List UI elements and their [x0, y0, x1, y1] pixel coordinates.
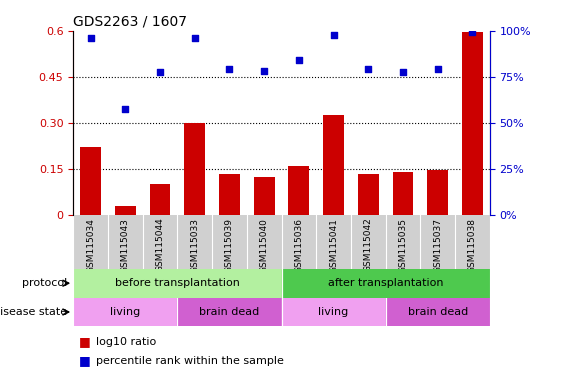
Text: living: living [110, 307, 140, 317]
Bar [254, 177, 275, 215]
Text: GDS2263 / 1607: GDS2263 / 1607 [73, 14, 187, 28]
Bar [150, 184, 171, 215]
Bar [427, 170, 448, 215]
Text: ■: ■ [79, 354, 91, 367]
Point [434, 66, 443, 72]
Bar [73, 215, 108, 269]
Text: GSM115044: GSM115044 [155, 218, 164, 273]
Text: GSM115036: GSM115036 [294, 218, 303, 273]
Text: ■: ■ [79, 335, 91, 348]
Text: protocol: protocol [23, 278, 68, 288]
Point [225, 66, 234, 72]
Text: disease state: disease state [0, 307, 68, 317]
Text: log10 ratio: log10 ratio [96, 337, 156, 347]
Bar [80, 147, 101, 215]
Point [190, 35, 199, 41]
Bar [351, 215, 386, 269]
Bar [73, 298, 177, 326]
Text: brain dead: brain dead [199, 307, 260, 317]
Text: GSM115037: GSM115037 [434, 218, 442, 273]
Text: before transplantation: before transplantation [115, 278, 240, 288]
Bar [73, 269, 282, 298]
Bar [462, 32, 483, 215]
Point [260, 68, 269, 74]
Bar [142, 215, 177, 269]
Bar [323, 115, 344, 215]
Text: GSM115040: GSM115040 [260, 218, 269, 273]
Text: living: living [319, 307, 348, 317]
Text: GSM115042: GSM115042 [364, 218, 373, 273]
Text: after transplantation: after transplantation [328, 278, 444, 288]
Text: percentile rank within the sample: percentile rank within the sample [96, 356, 284, 366]
Bar [282, 298, 386, 326]
Text: GSM115034: GSM115034 [86, 218, 95, 273]
Bar [421, 215, 455, 269]
Text: GSM115039: GSM115039 [225, 218, 234, 273]
Point [155, 69, 164, 75]
Point [329, 32, 338, 38]
Bar [212, 215, 247, 269]
Point [86, 35, 95, 41]
Point [399, 69, 408, 75]
Text: GSM115041: GSM115041 [329, 218, 338, 273]
Bar [184, 123, 205, 215]
Bar [392, 172, 413, 215]
Bar [177, 215, 212, 269]
Text: GSM115043: GSM115043 [121, 218, 129, 273]
Bar [455, 215, 490, 269]
Text: brain dead: brain dead [408, 307, 468, 317]
Bar [282, 215, 316, 269]
Text: GSM115035: GSM115035 [399, 218, 408, 273]
Point [120, 106, 129, 112]
Bar [288, 166, 309, 215]
Bar [219, 174, 240, 215]
Bar [115, 206, 136, 215]
Bar [282, 269, 490, 298]
Bar [386, 298, 490, 326]
Bar [358, 174, 379, 215]
Bar [247, 215, 282, 269]
Text: GSM115038: GSM115038 [468, 218, 477, 273]
Bar [316, 215, 351, 269]
Point [364, 66, 373, 72]
Text: GSM115033: GSM115033 [190, 218, 199, 273]
Point [294, 57, 303, 63]
Point [468, 29, 477, 35]
Bar [177, 298, 282, 326]
Bar [386, 215, 421, 269]
Bar [108, 215, 142, 269]
